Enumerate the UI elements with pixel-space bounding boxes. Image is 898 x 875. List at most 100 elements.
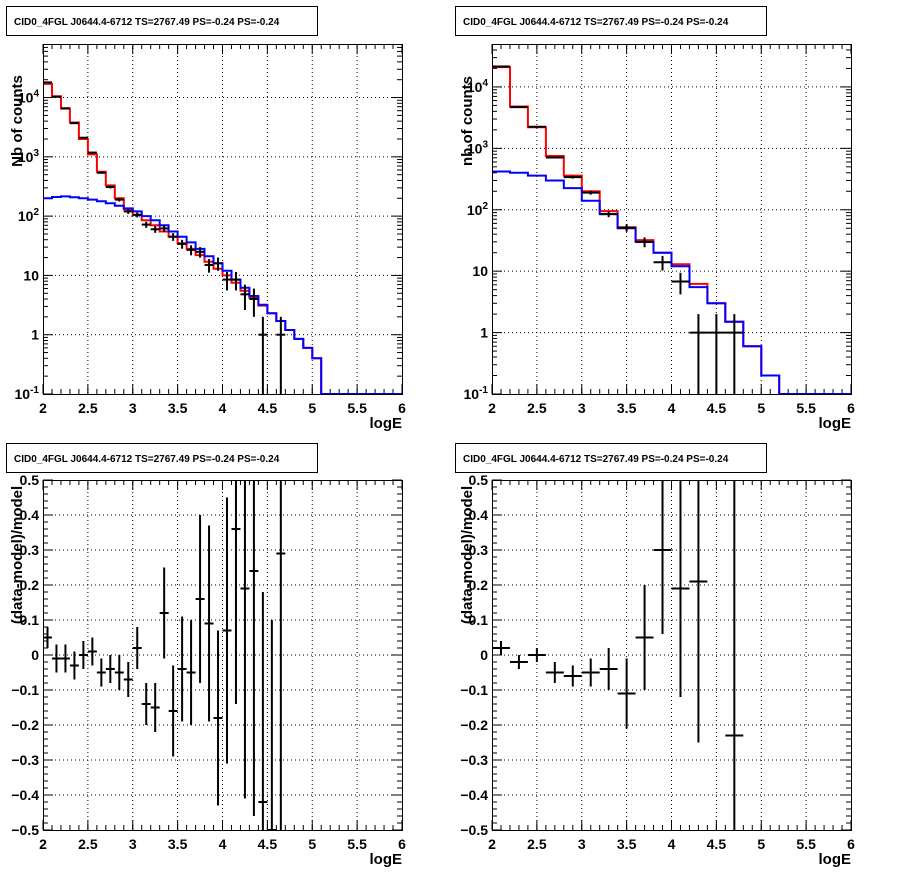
y-tick-label: 0.1 [469, 612, 489, 628]
y-tick-label: 1 [31, 327, 39, 343]
residual-point [114, 655, 124, 690]
y-tick-label: 103 [467, 139, 489, 156]
y-tick-label: 0.4 [20, 507, 40, 523]
data-point [132, 212, 142, 218]
plot-frame [43, 480, 403, 831]
chart-panel-4: CID0_4FGL J0644.4-6712 TS=2767.49 PS=-0.… [455, 443, 855, 868]
x-tick-label: 5 [308, 836, 316, 852]
y-tick-label: 0.2 [20, 577, 40, 593]
y-tick-label: 104 [18, 89, 40, 106]
data-point [141, 221, 151, 228]
data-point [177, 239, 187, 249]
y-tick-label: 1 [480, 325, 488, 341]
plot-area [43, 480, 402, 830]
data-point [258, 316, 268, 394]
title-box [455, 6, 767, 36]
x-tick-label: 4 [219, 400, 227, 416]
data-point [231, 272, 241, 291]
data-point [78, 136, 88, 139]
x-tick-label: 4.5 [707, 836, 727, 852]
y-tick-label: 0.4 [469, 507, 489, 523]
y-tick-label: 10-1 [464, 385, 489, 402]
y-tick-label: 0.1 [20, 612, 40, 628]
y-tick-label: −0.3 [11, 752, 39, 768]
data-point [195, 247, 205, 258]
data-point [276, 316, 286, 394]
data-point [105, 185, 115, 189]
x-tick-label: 2 [39, 836, 47, 852]
y-tick-label: −0.2 [11, 717, 39, 733]
plot-frame [492, 480, 852, 831]
x-tick-label: 4 [219, 836, 227, 852]
y-tick-label: 0.5 [20, 472, 40, 488]
x-tick-label: 4.5 [707, 400, 727, 416]
x-tick-label: 3.5 [168, 836, 188, 852]
y-tick-label: −0.1 [460, 682, 488, 698]
x-axis-label: logE [819, 851, 852, 868]
data-point [204, 259, 214, 273]
x-axis-label: logE [819, 415, 852, 432]
plot-area [43, 44, 402, 394]
y-tick-label: −0.1 [11, 682, 39, 698]
chart-panel-3: CID0_4FGL J0644.4-6712 TS=2767.49 PS=-0.… [6, 443, 406, 868]
data-point [69, 122, 79, 125]
plot-frame [43, 44, 403, 395]
y-tick-label: 102 [18, 207, 40, 224]
residual-point [96, 658, 106, 687]
residual-point [43, 627, 52, 648]
data-point [159, 225, 169, 232]
residual-point [69, 651, 79, 680]
y-axis-label: (data-model)/model [459, 486, 476, 624]
data-point [653, 255, 672, 271]
data-point [725, 314, 744, 394]
x-tick-label: 4.5 [258, 836, 278, 852]
series-step-line-2 [492, 170, 851, 395]
y-axis-label: nb of counts [459, 76, 476, 166]
data-point [545, 156, 564, 159]
x-tick-label: 3.5 [617, 836, 637, 852]
plot-area [492, 44, 851, 394]
data-point [222, 272, 232, 291]
residual-point [105, 655, 115, 683]
residual-point [177, 616, 187, 722]
residual-point [689, 480, 708, 743]
residual-point [150, 683, 160, 732]
residual-point [563, 665, 582, 687]
data-point [249, 288, 259, 317]
data-point [599, 211, 618, 218]
y-tick-label: 0 [31, 647, 39, 663]
residual-point [168, 665, 178, 757]
x-tick-label: 3.5 [617, 400, 637, 416]
residual-point [159, 567, 169, 659]
data-point [96, 171, 106, 174]
data-point [240, 284, 250, 311]
x-tick-label: 5 [757, 400, 765, 416]
y-tick-label: 0.5 [469, 472, 489, 488]
data-point [509, 106, 528, 109]
chart-title: CID0_4FGL J0644.4-6712 TS=2767.49 PS=-0.… [14, 454, 280, 465]
data-point [150, 226, 160, 233]
x-axis-label: logE [370, 415, 403, 432]
x-tick-label: 3 [578, 836, 586, 852]
residual-point [87, 637, 97, 666]
residual-point [141, 683, 151, 725]
y-tick-label: 0.2 [469, 577, 489, 593]
x-tick-label: 3.5 [168, 400, 188, 416]
residual-point [725, 480, 744, 830]
x-axis-label: logE [370, 851, 403, 868]
residual-point [581, 658, 600, 687]
data-point [563, 175, 582, 179]
x-tick-label: 2.5 [527, 400, 547, 416]
data-point [213, 257, 223, 271]
y-tick-label: 104 [467, 78, 489, 95]
y-tick-label: 0.3 [20, 542, 40, 558]
residual-point [276, 480, 286, 830]
chart-title: CID0_4FGL J0644.4-6712 TS=2767.49 PS=-0.… [463, 454, 729, 465]
data-point [527, 125, 546, 128]
y-tick-label: −0.5 [460, 822, 488, 838]
residual-point [213, 630, 223, 806]
title-box [455, 443, 767, 473]
y-tick-label: 102 [467, 201, 489, 218]
x-tick-label: 6 [847, 400, 855, 416]
